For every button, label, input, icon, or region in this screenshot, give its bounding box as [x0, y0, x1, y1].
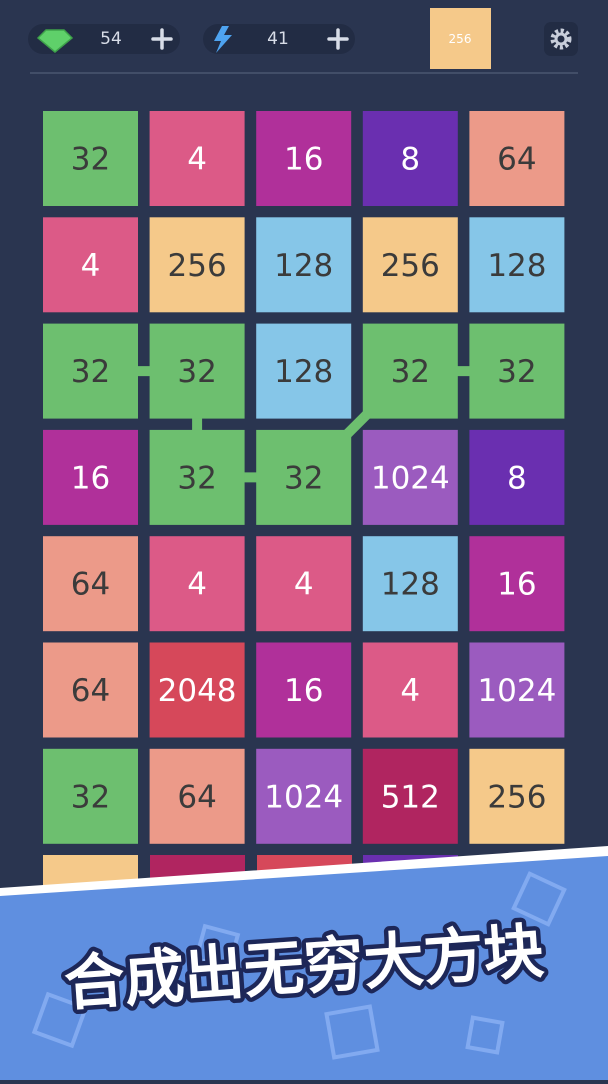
tile[interactable] [362, 323, 458, 419]
settings-gear-hub [554, 32, 568, 46]
tile[interactable] [43, 217, 138, 313]
banner-band [0, 856, 608, 1080]
tile[interactable] [149, 748, 245, 844]
tile-value: 4 [187, 567, 207, 603]
tile[interactable] [149, 323, 245, 419]
target-tile [430, 8, 491, 69]
tile-value: 128 [274, 248, 333, 284]
tile[interactable] [256, 323, 352, 419]
gem-add[interactable] [151, 28, 173, 50]
tile-value: 32 [177, 354, 216, 390]
settings-button[interactable] [544, 22, 578, 56]
tile[interactable] [256, 642, 352, 738]
target-tile-value: 256 [449, 32, 472, 46]
tile-value: 512 [381, 779, 440, 815]
tile-value: 128 [487, 248, 546, 284]
tile[interactable] [43, 323, 138, 419]
tile[interactable] [469, 642, 565, 738]
tile-value: 64 [177, 779, 216, 815]
tile[interactable] [362, 748, 458, 844]
tile-value: 16 [284, 673, 323, 709]
tile-value: 16 [497, 567, 536, 603]
tile[interactable] [43, 536, 138, 632]
gem-icon [36, 29, 74, 53]
gem-counter[interactable]: 54 [28, 24, 180, 54]
tile[interactable] [43, 111, 138, 206]
energy-icon [214, 26, 232, 53]
tile[interactable] [469, 217, 565, 313]
tile-value: 32 [284, 460, 323, 496]
tile-value: 128 [381, 567, 440, 603]
tile[interactable] [43, 642, 138, 738]
tile[interactable] [149, 111, 245, 206]
tile[interactable] [362, 429, 458, 525]
tile[interactable] [469, 323, 565, 419]
tile[interactable] [256, 217, 352, 313]
tile[interactable] [149, 536, 245, 632]
tile[interactable] [149, 642, 245, 738]
tile-value: 32 [391, 354, 430, 390]
tile-value: 1024 [477, 673, 556, 709]
tile-value: 4 [187, 142, 207, 178]
tile[interactable] [362, 111, 458, 206]
tile[interactable] [469, 536, 565, 632]
tile[interactable] [362, 642, 458, 738]
tile-value: 128 [274, 354, 333, 390]
banner: 合成出无穷大方块 [0, 846, 608, 1080]
tile-value: 1024 [264, 779, 343, 815]
tile-value: 16 [71, 460, 110, 496]
tile[interactable] [43, 748, 138, 844]
tile-value: 64 [71, 567, 110, 603]
tile-value: 256 [487, 779, 546, 815]
tile[interactable] [256, 748, 352, 844]
tile-value: 64 [497, 142, 536, 178]
tile-value: 4 [400, 673, 420, 709]
tile[interactable] [149, 217, 245, 313]
tile-value: 32 [497, 354, 536, 390]
tile[interactable] [469, 111, 565, 206]
tile-value: 4 [294, 567, 314, 603]
banner-pattern [31, 871, 567, 1060]
tile-value: 256 [168, 248, 227, 284]
tile[interactable] [256, 111, 352, 206]
tile-value: 16 [284, 142, 323, 178]
energy-counter[interactable]: 41 [203, 24, 355, 54]
tile[interactable] [43, 429, 138, 525]
tile-value: 32 [71, 779, 110, 815]
tile-value: 2048 [158, 673, 237, 709]
board: 32 4 16 8 64 4 256 128 256 128 32 32 128 32 32 16 32 32 10… [43, 111, 565, 844]
tile-value: 32 [177, 460, 216, 496]
tile-value: 32 [71, 142, 110, 178]
tile[interactable] [362, 217, 458, 313]
tile[interactable] [256, 536, 352, 632]
tile-value: 32 [71, 354, 110, 390]
tile[interactable] [469, 429, 565, 525]
tile-value: 8 [400, 142, 420, 178]
energy-add[interactable] [327, 28, 349, 50]
tile-value: 4 [81, 248, 101, 284]
tile-value: 8 [507, 460, 527, 496]
settings-bg [544, 22, 578, 56]
gem-count: 54 [100, 29, 122, 49]
tile[interactable] [362, 536, 458, 632]
energy-pill [203, 24, 355, 54]
tile[interactable] [469, 748, 565, 844]
settings-gear [550, 28, 572, 50]
tile[interactable] [256, 429, 352, 525]
tile-value: 1024 [371, 460, 450, 496]
tile[interactable] [149, 429, 245, 525]
tile-value: 256 [381, 248, 440, 284]
energy-count: 41 [267, 29, 289, 49]
tile-value: 64 [71, 673, 110, 709]
